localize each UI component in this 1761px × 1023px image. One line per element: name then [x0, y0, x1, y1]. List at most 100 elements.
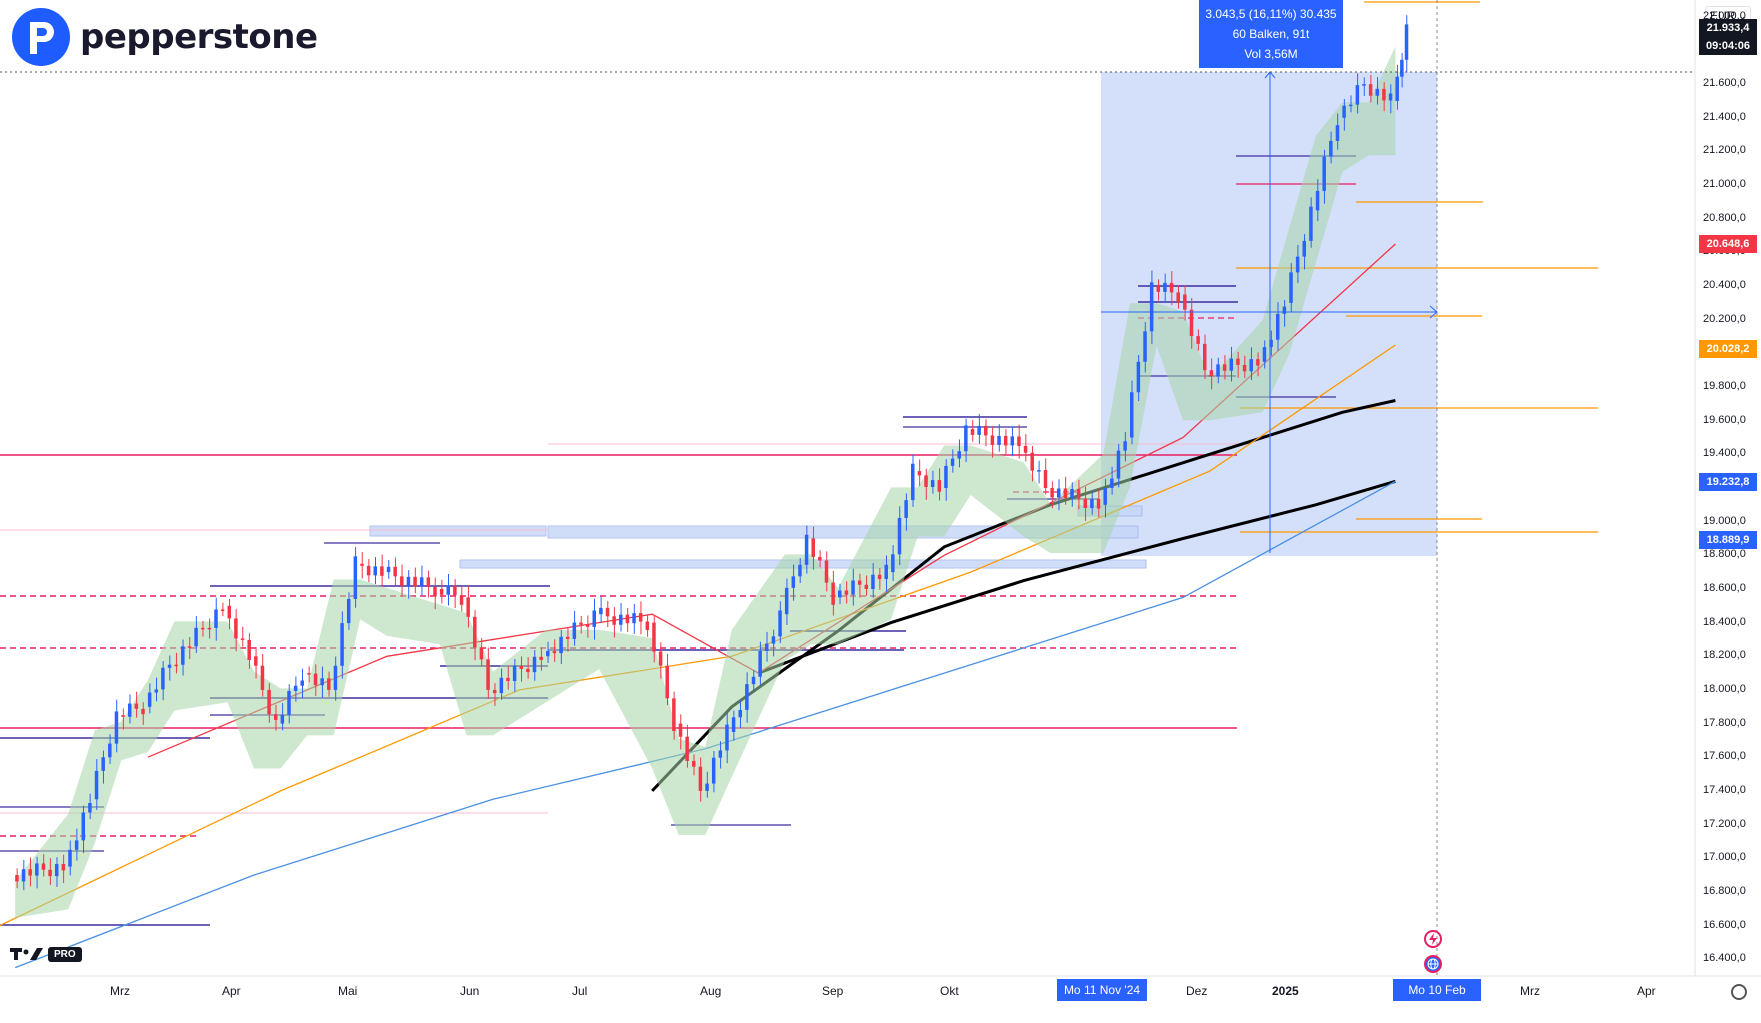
- candle-body[interactable]: [353, 556, 358, 599]
- candle-body[interactable]: [360, 563, 364, 566]
- candle-body[interactable]: [632, 613, 636, 624]
- candle-body[interactable]: [393, 566, 397, 577]
- candle-body[interactable]: [127, 703, 132, 717]
- candle-body[interactable]: [818, 556, 822, 561]
- candle-body[interactable]: [1404, 24, 1409, 60]
- candle-body[interactable]: [1196, 336, 1200, 344]
- candle-body[interactable]: [698, 766, 703, 791]
- candle-body[interactable]: [1302, 240, 1307, 257]
- candle-body[interactable]: [731, 717, 736, 732]
- candle-body[interactable]: [1388, 93, 1393, 101]
- candle-body[interactable]: [1348, 104, 1353, 107]
- candle-body[interactable]: [1216, 364, 1220, 377]
- candle-body[interactable]: [1003, 435, 1008, 446]
- candle-body[interactable]: [539, 656, 543, 660]
- globe-icon[interactable]: [1424, 955, 1442, 973]
- candle-body[interactable]: [1043, 470, 1048, 488]
- candle-body[interactable]: [506, 677, 510, 682]
- candle-body[interactable]: [552, 651, 557, 654]
- candle-body[interactable]: [35, 863, 39, 876]
- candle-body[interactable]: [1176, 292, 1180, 302]
- candle-body[interactable]: [565, 636, 570, 639]
- candle-body[interactable]: [333, 665, 338, 690]
- candle-body[interactable]: [977, 425, 981, 435]
- candle-body[interactable]: [692, 760, 696, 767]
- price-tag[interactable]: 20.028,2: [1699, 339, 1757, 358]
- candle-body[interactable]: [114, 711, 119, 744]
- candle-body[interactable]: [260, 665, 265, 690]
- candle-body[interactable]: [851, 580, 855, 595]
- candle-body[interactable]: [1295, 256, 1300, 273]
- candle-body[interactable]: [1242, 364, 1247, 372]
- candle-body[interactable]: [891, 554, 895, 573]
- candle-body[interactable]: [1070, 489, 1074, 499]
- candle-body[interactable]: [751, 676, 756, 685]
- candle-body[interactable]: [904, 500, 908, 518]
- candle-body[interactable]: [526, 668, 530, 673]
- price-tag[interactable]: 18.889,9: [1699, 531, 1757, 550]
- candle-body[interactable]: [844, 590, 849, 595]
- candle-body[interactable]: [247, 639, 251, 660]
- candle-body[interactable]: [652, 622, 656, 652]
- candle-body[interactable]: [778, 610, 782, 637]
- candle-body[interactable]: [293, 685, 298, 691]
- candle-body[interactable]: [280, 714, 285, 724]
- candle-body[interactable]: [625, 614, 630, 624]
- candle-body[interactable]: [1289, 272, 1293, 303]
- candle-body[interactable]: [1130, 392, 1134, 438]
- candle-body[interactable]: [54, 863, 59, 877]
- candle-body[interactable]: [220, 609, 225, 611]
- candle-body[interactable]: [187, 646, 192, 648]
- candle-body[interactable]: [400, 576, 404, 586]
- candle-body[interactable]: [74, 840, 79, 850]
- candle-body[interactable]: [944, 465, 948, 488]
- candle-body[interactable]: [48, 869, 52, 877]
- candle-body[interactable]: [181, 646, 185, 665]
- candle-body[interactable]: [1362, 84, 1366, 86]
- moving-average-line[interactable]: [757, 479, 1396, 675]
- candle-body[interactable]: [1236, 358, 1240, 365]
- candle-body[interactable]: [439, 588, 444, 595]
- candle-body[interactable]: [864, 584, 869, 590]
- candle-body[interactable]: [492, 689, 497, 694]
- candle-body[interactable]: [1329, 140, 1333, 157]
- candle-body[interactable]: [1229, 358, 1234, 371]
- candle-body[interactable]: [81, 812, 86, 841]
- candle-body[interactable]: [101, 757, 105, 771]
- candle-body[interactable]: [121, 715, 125, 717]
- candle-body[interactable]: [214, 609, 218, 628]
- candle-body[interactable]: [824, 560, 829, 583]
- candle-body[interactable]: [1335, 125, 1340, 141]
- candle-body[interactable]: [585, 624, 590, 627]
- candle-body[interactable]: [88, 803, 92, 813]
- candle-body[interactable]: [1249, 359, 1253, 372]
- candle-body[interactable]: [1116, 450, 1121, 479]
- candle-body[interactable]: [141, 708, 145, 715]
- candle-body[interactable]: [1076, 489, 1081, 499]
- candle-body[interactable]: [532, 656, 537, 673]
- candle-body[interactable]: [857, 580, 862, 585]
- candle-body[interactable]: [1136, 361, 1141, 393]
- candle-body[interactable]: [1030, 452, 1034, 471]
- candle-body[interactable]: [1037, 470, 1041, 472]
- candle-body[interactable]: [559, 636, 563, 654]
- candle-body[interactable]: [579, 622, 583, 625]
- candle-body[interactable]: [459, 595, 464, 605]
- candle-body[interactable]: [884, 564, 888, 579]
- candle-body[interactable]: [346, 598, 351, 624]
- candle-body[interactable]: [1090, 499, 1094, 509]
- candle-body[interactable]: [1103, 488, 1107, 505]
- candle-body[interactable]: [68, 849, 72, 867]
- candle-body[interactable]: [738, 709, 742, 718]
- candle-body[interactable]: [413, 576, 417, 587]
- candle-body[interactable]: [1262, 347, 1267, 362]
- candle-body[interactable]: [1400, 59, 1404, 77]
- candle-body[interactable]: [1023, 445, 1028, 453]
- candle-body[interactable]: [1275, 313, 1280, 340]
- candle-body[interactable]: [254, 656, 258, 666]
- candle-body[interactable]: [1375, 88, 1380, 96]
- candle-body[interactable]: [466, 597, 470, 617]
- candle-body[interactable]: [1163, 282, 1167, 292]
- candle-body[interactable]: [937, 480, 942, 492]
